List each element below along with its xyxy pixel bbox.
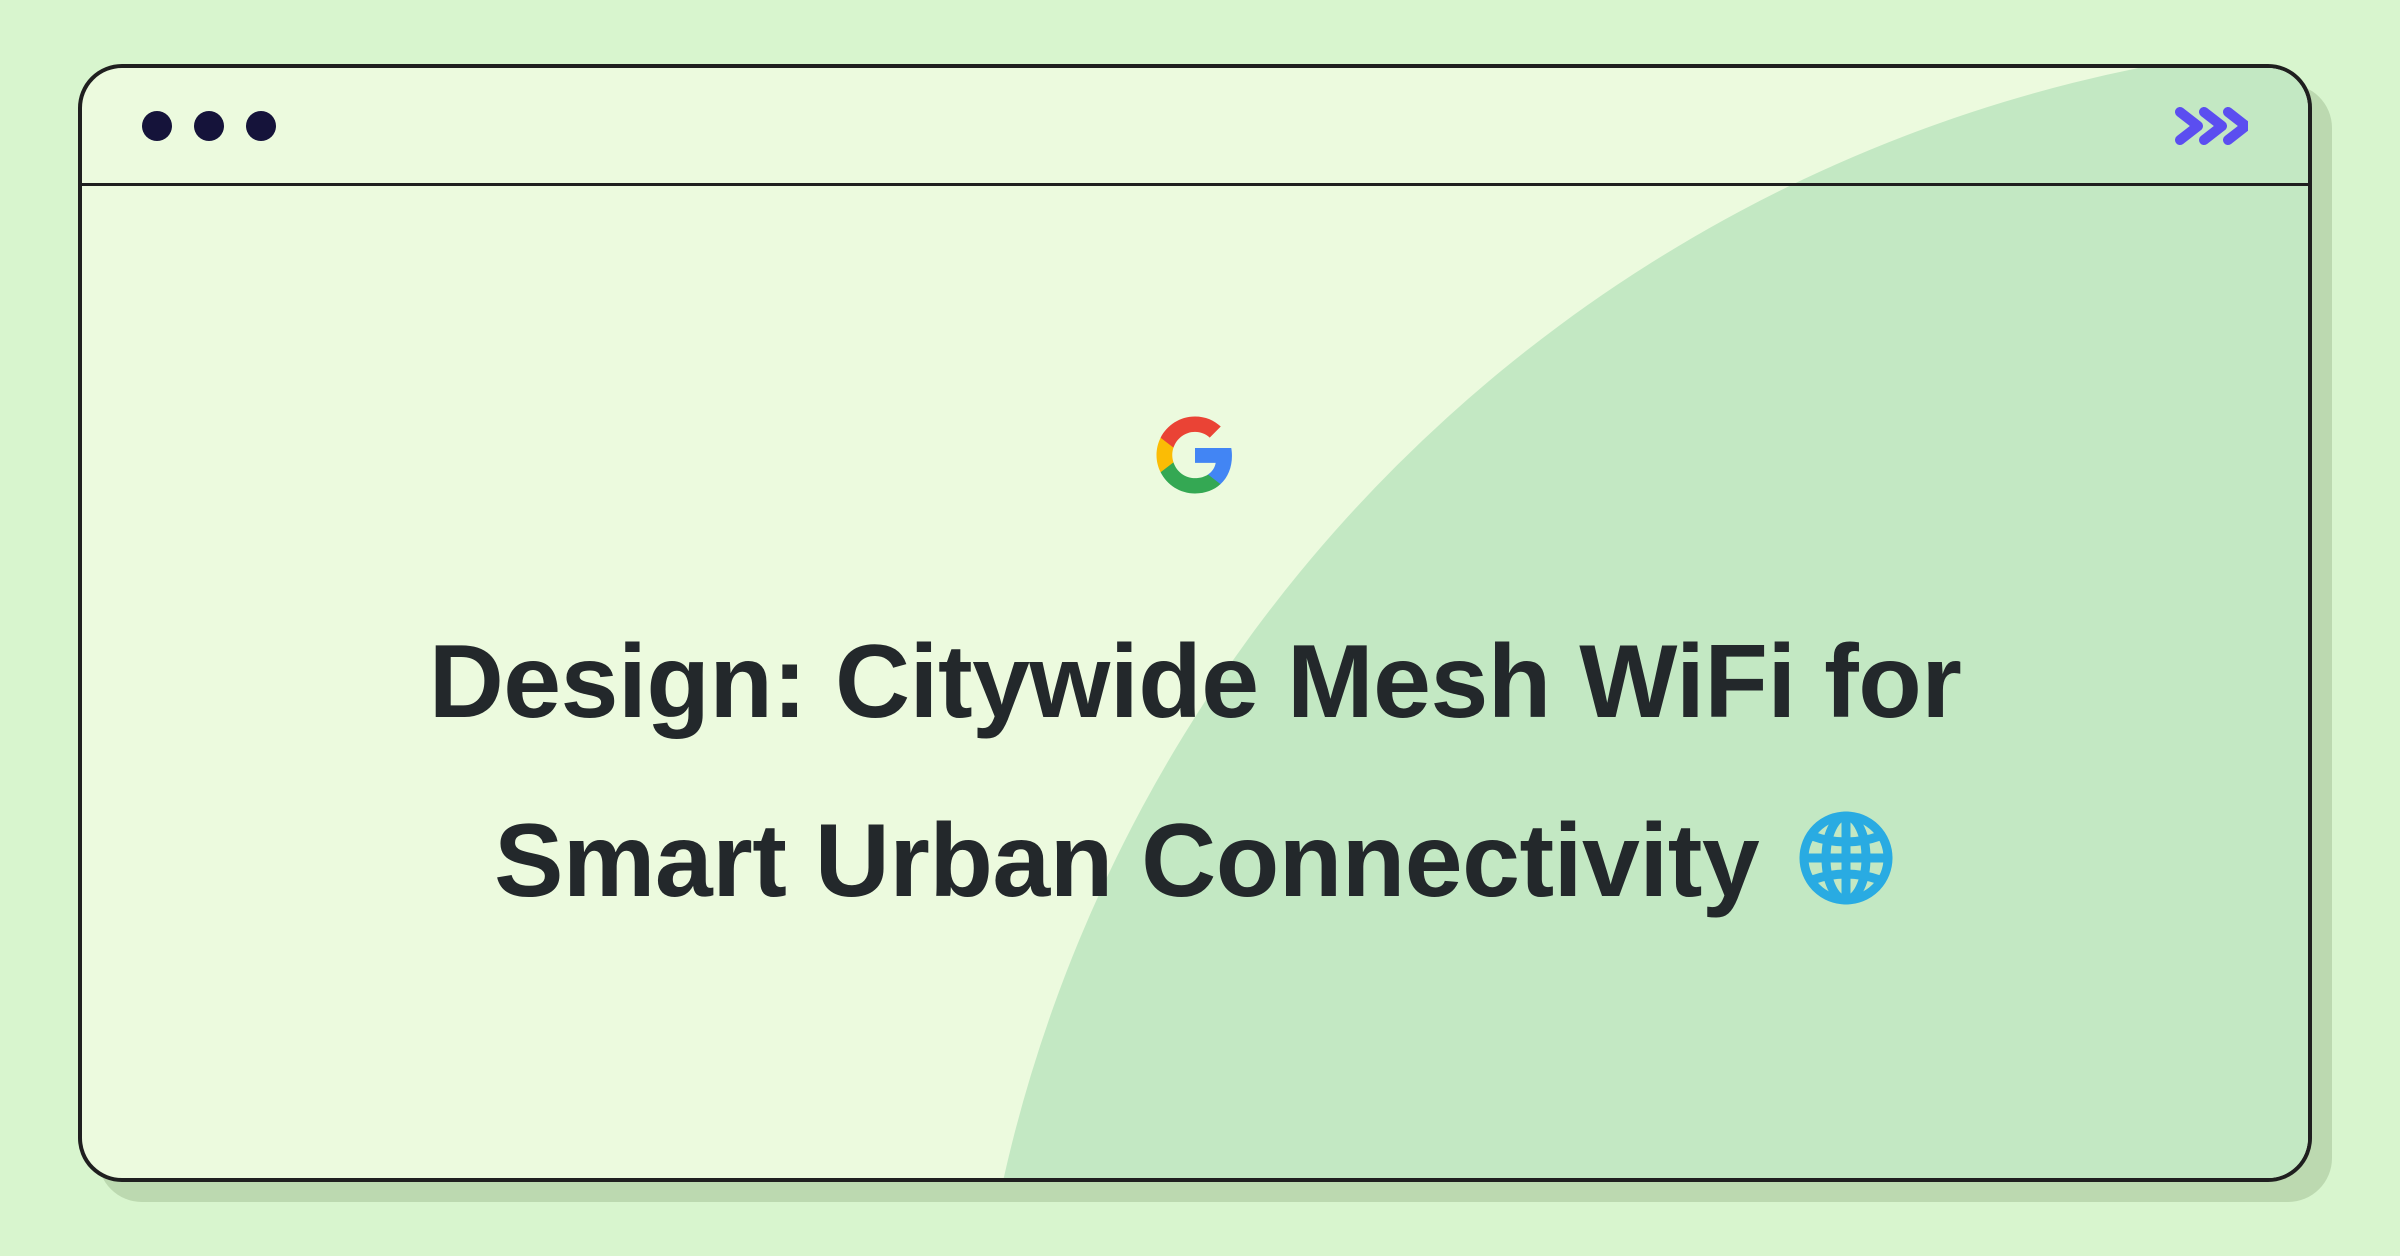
window-dot-3[interactable] [246, 111, 276, 141]
window-controls [142, 111, 276, 141]
window-dot-2[interactable] [194, 111, 224, 141]
globe-svg [1796, 808, 1896, 908]
page-root: Design: Citywide Mesh WiFi for Smart Urb… [0, 0, 2400, 1256]
page-title: Design: Citywide Mesh WiFi for Smart Urb… [429, 593, 1962, 951]
headline-line-2: Smart Urban Connectivity [494, 803, 1788, 919]
globe-emoji-icon [1796, 784, 1896, 884]
chevron-svg [2174, 106, 2248, 146]
headline-line-1: Design: Citywide Mesh WiFi for [429, 624, 1962, 740]
double-chevron-right-icon[interactable] [2174, 106, 2248, 146]
google-logo-icon [1153, 413, 1237, 497]
window-titlebar [82, 68, 2308, 186]
card-content: Design: Citywide Mesh WiFi for Smart Urb… [82, 186, 2308, 1178]
window-dot-1[interactable] [142, 111, 172, 141]
google-g-svg [1153, 413, 1237, 497]
browser-card: Design: Citywide Mesh WiFi for Smart Urb… [78, 64, 2312, 1182]
